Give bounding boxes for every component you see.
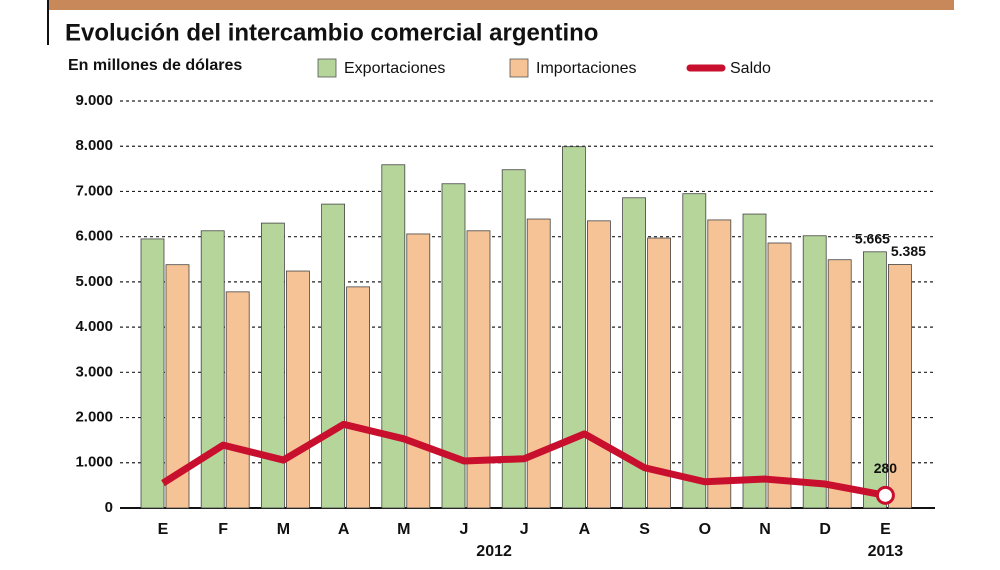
bar	[200, 230, 225, 509]
bar	[863, 251, 887, 509]
bar	[165, 264, 190, 509]
x-tick-label: F	[218, 521, 228, 538]
y-tick-label: 4.000	[75, 318, 113, 335]
bar	[225, 291, 250, 509]
bar	[321, 203, 346, 509]
data-label: 5.385	[891, 243, 926, 259]
data-label: 280	[874, 460, 898, 476]
y-tick-label: 3.000	[75, 363, 113, 380]
bar	[682, 193, 707, 509]
year-label: 2013	[868, 543, 904, 560]
y-tick-label: 1.000	[75, 454, 113, 471]
bar	[707, 219, 732, 509]
bar	[381, 164, 406, 509]
bar	[802, 235, 827, 509]
y-tick-label: 0	[105, 499, 113, 516]
legend-swatch	[317, 58, 337, 78]
bar	[466, 230, 491, 509]
y-tick-label: 6.000	[75, 228, 113, 245]
x-tick-label: E	[158, 521, 169, 538]
legend-label: Exportaciones	[344, 60, 445, 77]
header-band	[48, 0, 954, 10]
bar	[767, 242, 792, 509]
bar	[501, 169, 526, 509]
y-tick-label: 8.000	[75, 137, 113, 154]
data-label: 5.665	[855, 231, 890, 247]
x-tick-label: E	[880, 521, 891, 538]
bar	[647, 237, 671, 509]
x-tick-label: N	[759, 521, 771, 538]
bar	[827, 259, 852, 509]
x-tick-label: D	[819, 521, 831, 538]
bar	[622, 197, 646, 509]
legend-label: Importaciones	[536, 60, 637, 77]
bar	[888, 264, 912, 509]
bar	[562, 146, 586, 509]
chart-title: Evolución del intercambio comercial arge…	[65, 19, 598, 46]
bar	[140, 238, 165, 509]
y-tick-label: 2.000	[75, 409, 113, 426]
y-tick-label: 5.000	[75, 273, 113, 290]
x-tick-label: J	[520, 521, 529, 538]
point-marker	[875, 485, 895, 505]
year-label: 2012	[476, 543, 512, 560]
bar	[526, 218, 551, 509]
chart-subtitle: En millones de dólares	[68, 57, 242, 74]
bar	[406, 233, 431, 509]
x-tick-label: A	[579, 521, 591, 538]
bar	[285, 270, 310, 509]
x-tick-label: S	[639, 521, 650, 538]
x-tick-label: A	[338, 521, 350, 538]
legend-swatch	[509, 58, 529, 78]
x-tick-label: M	[397, 521, 410, 538]
bar	[346, 286, 371, 509]
bar	[587, 220, 611, 509]
y-tick-label: 9.000	[75, 92, 113, 109]
bar	[441, 183, 466, 509]
bar	[260, 222, 285, 509]
x-tick-label: O	[699, 521, 711, 538]
x-tick-label: J	[460, 521, 469, 538]
bar	[742, 213, 767, 509]
x-tick-label: M	[277, 521, 290, 538]
line	[161, 420, 887, 499]
y-tick-label: 7.000	[75, 182, 113, 199]
legend-label: Saldo	[730, 60, 771, 77]
